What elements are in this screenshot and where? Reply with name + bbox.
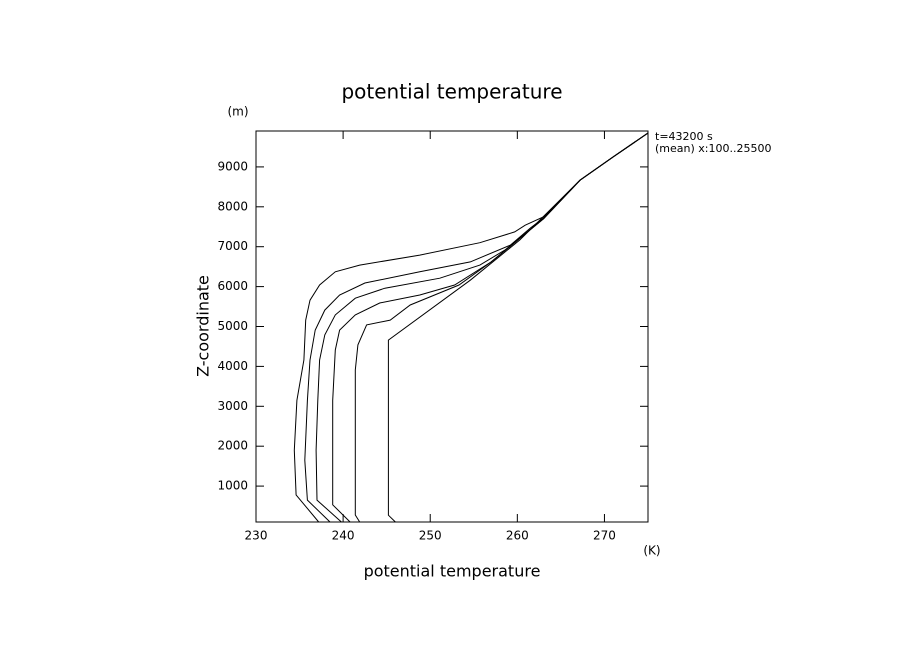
chart-title: potential temperature [341,80,562,104]
plot-frame [255,130,649,523]
x-tick-label: 230 [245,529,268,543]
y-tick-label: 2000 [217,439,248,453]
y-tick-label: 1000 [217,479,248,493]
profile-line [332,132,649,523]
y-axis-label: Z-coordinate [194,275,213,377]
annotation: t=43200 s [655,130,713,143]
x-tick-label: 240 [332,529,355,543]
profile-line [354,132,649,523]
y-unit: (m) [227,105,248,119]
y-tick-label: 5000 [217,319,248,333]
profile-line [293,132,649,523]
y-tick-label: 3000 [217,399,248,413]
x-tick-label: 260 [506,529,529,543]
y-tick-label: 6000 [217,279,248,293]
x-axis-label: potential temperature [364,562,541,581]
x-tick-label: 270 [593,529,616,543]
x-unit: (K) [643,544,660,558]
profile-line [387,132,649,523]
x-tick-label: 250 [419,529,442,543]
y-tick-label: 9000 [217,159,248,173]
profile-line [304,132,649,523]
y-tick-label: 4000 [217,359,248,373]
annotation: (mean) x:100..25500 [655,142,771,155]
y-tick-label: 8000 [217,199,248,213]
y-tick-label: 7000 [217,239,248,253]
